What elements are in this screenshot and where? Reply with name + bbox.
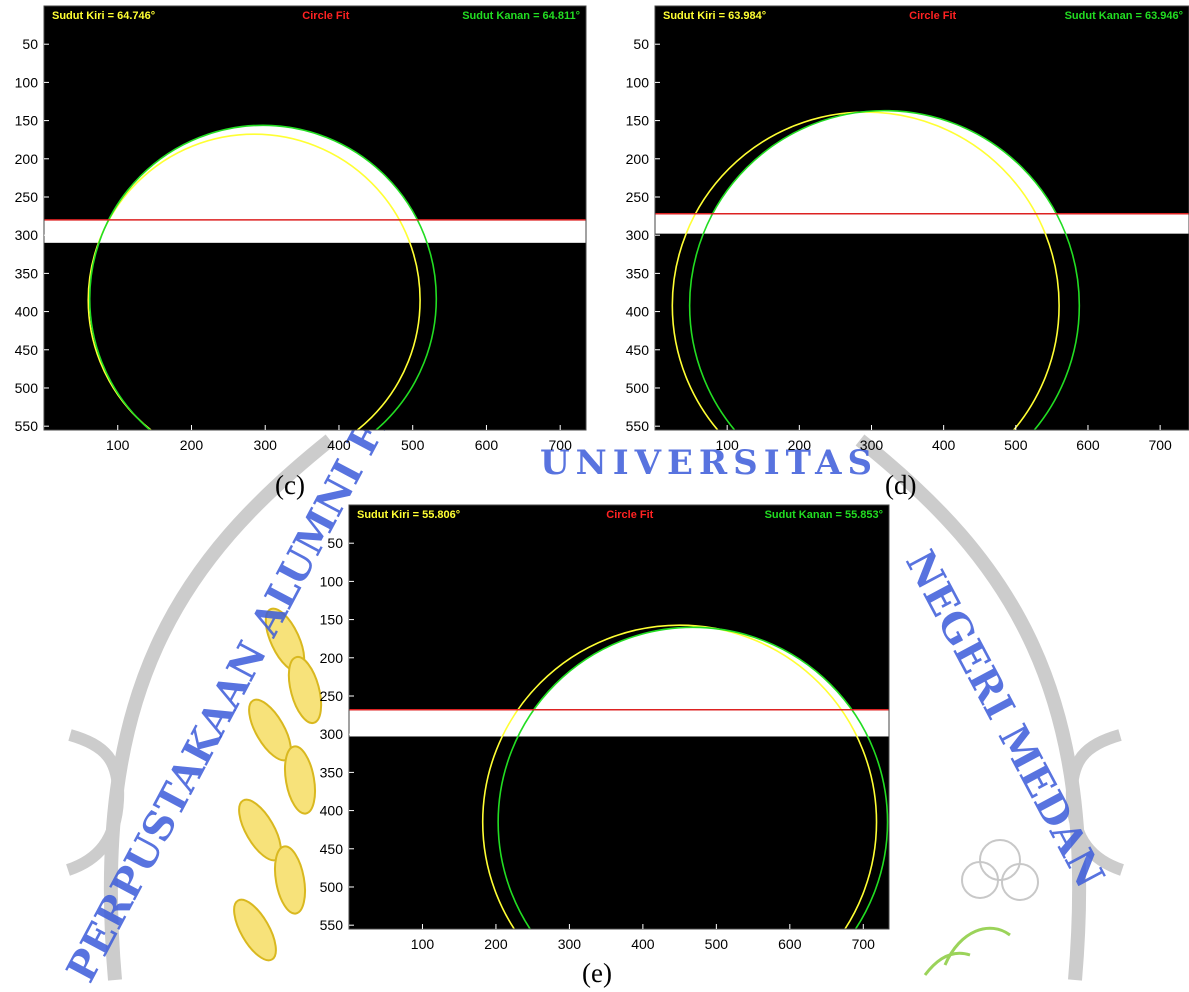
fit-circle-c-0 <box>87 133 421 430</box>
y-tick-label-d: 200 <box>626 151 650 167</box>
x-tick-label-e: 400 <box>631 936 655 952</box>
caption-e: (e) <box>582 958 612 988</box>
y-tick-label-d: 100 <box>626 74 650 90</box>
x-tick-label-d: 700 <box>1148 437 1172 453</box>
x-tick-label-e: 500 <box>705 936 729 952</box>
x-tick-label-e: 100 <box>411 936 435 952</box>
y-tick-label-e: 250 <box>320 688 344 704</box>
y-tick-label-c: 250 <box>15 189 39 205</box>
header-right-angle-d: Sudut Kanan = 63.946° <box>1065 10 1183 22</box>
chart-panel-d: 50 100 150 200 250 300 350 400 450 500 550 100 200 30… <box>626 5 1189 453</box>
y-tick-label-e: 500 <box>320 879 344 895</box>
header-title-c: Circle Fit <box>302 10 349 22</box>
x-tick-label-d: 300 <box>860 437 884 453</box>
x-tick-label-d: 400 <box>932 437 956 453</box>
white-band-e <box>349 709 889 737</box>
y-tick-label-c: 350 <box>15 265 39 281</box>
caption-d: (d) <box>885 470 917 500</box>
x-tick-label-d: 200 <box>788 437 812 453</box>
x-tick-label-e: 200 <box>484 936 508 952</box>
header-title-e: Circle Fit <box>606 509 653 521</box>
header-left-angle-d: Sudut Kiri = 63.984° <box>663 10 766 22</box>
y-tick-label-d: 550 <box>626 418 650 434</box>
y-tick-label-d: 300 <box>626 227 650 243</box>
x-tick-label-e: 600 <box>778 936 802 952</box>
header-right-angle-e: Sudut Kanan = 55.853° <box>765 509 883 521</box>
x-tick-label-e: 700 <box>852 936 876 952</box>
caption-c: (c) <box>275 470 305 500</box>
y-tick-label-c: 200 <box>15 151 39 167</box>
y-tick-label-c: 300 <box>15 227 39 243</box>
y-tick-label-c: 550 <box>15 418 39 434</box>
y-tick-label-d: 500 <box>626 380 650 396</box>
y-tick-label-e: 550 <box>320 917 344 933</box>
y-tick-label-d: 350 <box>626 265 650 281</box>
y-tick-label-e: 450 <box>320 841 344 857</box>
y-tick-label-e: 300 <box>320 726 344 742</box>
axes-frame-e <box>348 504 890 930</box>
watermark-text-top: UNIVERSITAS <box>540 443 878 483</box>
header-left-angle-c: Sudut Kiri = 64.746° <box>52 10 155 22</box>
white-band-d <box>655 213 1189 234</box>
watermark-right-arc <box>855 434 1087 981</box>
y-tick-label-d: 50 <box>633 36 649 52</box>
fit-circle-c-1 <box>88 124 438 430</box>
x-tick-label-c: 100 <box>106 437 130 453</box>
y-tick-label-c: 150 <box>15 113 39 129</box>
white-band-c <box>44 219 586 243</box>
y-tick-label-e: 150 <box>320 612 344 628</box>
watermark-cotton-icon <box>923 839 1039 976</box>
header-left-angle-e: Sudut Kiri = 55.806° <box>357 509 460 521</box>
watermark-wheat-icon <box>233 607 323 962</box>
axes-frame-c <box>43 5 587 431</box>
x-tick-label-d: 500 <box>1004 437 1028 453</box>
watermark-right-brace <box>1065 729 1125 876</box>
x-tick-label-d: 600 <box>1076 437 1100 453</box>
y-tick-label-c: 400 <box>15 304 39 320</box>
x-tick-label-d: 100 <box>715 437 739 453</box>
x-tick-label-c: 400 <box>327 437 351 453</box>
y-tick-label-e: 200 <box>320 650 344 666</box>
y-tick-label-d: 400 <box>626 304 650 320</box>
axes-frame-d <box>654 5 1189 431</box>
watermark-left-arc <box>103 434 335 981</box>
watermark-left-brace <box>65 729 125 876</box>
x-tick-label-c: 600 <box>475 437 499 453</box>
x-tick-label-c: 500 <box>401 437 425 453</box>
y-tick-label-e: 400 <box>320 803 344 819</box>
drop-fill-d <box>712 110 1057 214</box>
x-tick-label-c: 300 <box>254 437 278 453</box>
y-tick-label-d: 150 <box>626 113 650 129</box>
y-tick-label-c: 500 <box>15 380 39 396</box>
chart-panel-c: 50 100 150 200 250 300 350 400 450 500 550 100 200 30… <box>15 5 587 453</box>
fit-circle-e-0 <box>481 624 878 929</box>
y-tick-label-e: 350 <box>320 764 344 780</box>
y-tick-label-e: 100 <box>320 573 344 589</box>
y-tick-label-d: 450 <box>626 342 650 358</box>
y-tick-label-d: 250 <box>626 189 650 205</box>
x-tick-label-e: 300 <box>558 936 582 952</box>
y-tick-label-e: 50 <box>327 535 343 551</box>
x-tick-label-c: 700 <box>549 437 573 453</box>
fit-circle-d-1 <box>688 109 1081 430</box>
header-right-angle-c: Sudut Kanan = 64.811° <box>462 10 580 22</box>
x-tick-label-c: 200 <box>180 437 204 453</box>
y-tick-label-c: 450 <box>15 342 39 358</box>
header-title-d: Circle Fit <box>909 10 956 22</box>
fit-circle-e-1 <box>497 626 889 929</box>
y-tick-label-c: 100 <box>15 74 39 90</box>
chart-panel-e: 50 100 150 200 250 300 350 400 450 500 550 100 200 30… <box>320 504 890 952</box>
y-tick-label-c: 50 <box>22 36 38 52</box>
